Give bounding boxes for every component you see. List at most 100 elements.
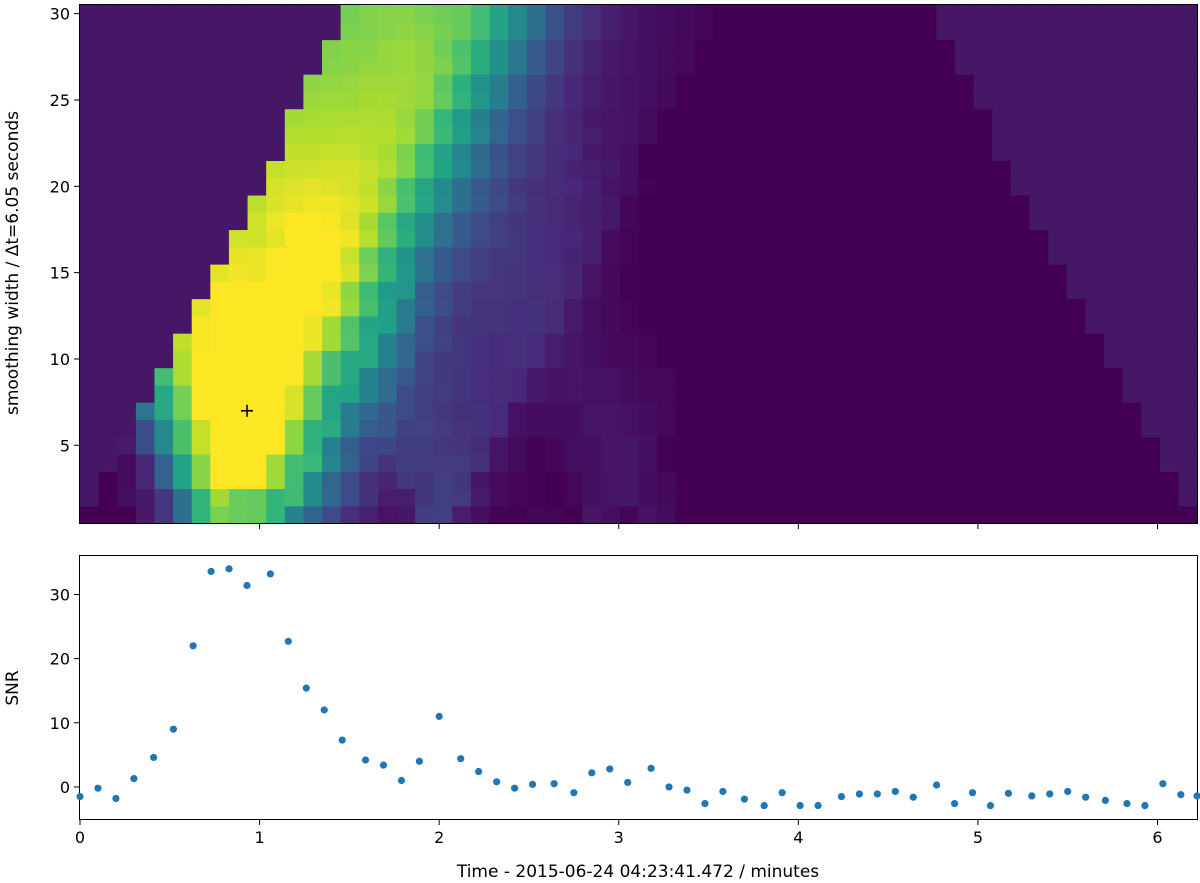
heatmap-cell bbox=[1010, 384, 1031, 403]
heatmap-cell bbox=[992, 194, 1012, 213]
heatmap-cell bbox=[1122, 91, 1142, 110]
heatmap-cell bbox=[545, 264, 565, 282]
heatmap-cell bbox=[173, 5, 193, 23]
heatmap-cell bbox=[917, 436, 937, 455]
heatmap-cell bbox=[470, 74, 491, 92]
heatmap-cell bbox=[452, 143, 472, 161]
heatmap-cell bbox=[657, 453, 677, 472]
heatmap-cell bbox=[1178, 453, 1198, 472]
scatter-point bbox=[683, 786, 691, 794]
heatmap-cell bbox=[973, 229, 993, 248]
heatmap-cell bbox=[470, 436, 491, 455]
heatmap-cell bbox=[917, 315, 937, 334]
heatmap-cell bbox=[675, 488, 695, 507]
heatmap-cell bbox=[880, 264, 900, 282]
heatmap-cell bbox=[917, 5, 937, 23]
heatmap-cell bbox=[936, 177, 956, 196]
heatmap-cell bbox=[824, 264, 844, 282]
heatmap-cell bbox=[470, 471, 491, 490]
heatmap-cell bbox=[619, 402, 640, 420]
heatmap-cell bbox=[1159, 39, 1179, 58]
heatmap-cell bbox=[322, 264, 342, 282]
heatmap-cell bbox=[135, 436, 156, 455]
heatmap-cell bbox=[396, 264, 416, 282]
heatmap-cell bbox=[377, 194, 398, 213]
heatmap-cell bbox=[284, 453, 304, 472]
heatmap-cell bbox=[210, 194, 230, 213]
heatmap-cell bbox=[675, 436, 695, 455]
heatmap-cell bbox=[954, 160, 975, 179]
heatmap-cell bbox=[1048, 367, 1068, 386]
heatmap-cell bbox=[452, 419, 472, 438]
heatmap-cell bbox=[228, 298, 249, 317]
heatmap-cell bbox=[452, 505, 472, 524]
heatmap-cell bbox=[228, 160, 249, 179]
heatmap-x-ticks bbox=[259, 523, 1158, 529]
heatmap-cell bbox=[675, 350, 695, 369]
heatmap-cell bbox=[1029, 402, 1049, 420]
heatmap-cell bbox=[564, 419, 584, 438]
heatmap-cell bbox=[1122, 333, 1142, 351]
heatmap-cell bbox=[861, 177, 882, 196]
heatmap-cell bbox=[1048, 212, 1068, 231]
heatmap-cell bbox=[564, 125, 584, 144]
heatmap-cell bbox=[787, 229, 807, 248]
heatmap-cell bbox=[601, 125, 621, 144]
heatmap-cell bbox=[806, 177, 826, 196]
heatmap-cell bbox=[1066, 367, 1086, 386]
heatmap-cell bbox=[470, 160, 491, 179]
heatmap-cell bbox=[210, 453, 230, 472]
heatmap-cell bbox=[861, 333, 882, 351]
heatmap-cell bbox=[1085, 350, 1105, 369]
heatmap-cell bbox=[992, 160, 1012, 179]
heatmap-cell bbox=[377, 39, 398, 58]
heatmap-cell bbox=[508, 315, 528, 334]
heatmap-cell bbox=[1085, 471, 1105, 490]
heatmap-cell bbox=[1085, 229, 1105, 248]
scatter-point bbox=[150, 753, 158, 762]
heatmap-cell bbox=[675, 160, 695, 179]
heatmap-cell bbox=[1066, 5, 1086, 23]
heatmap-cell bbox=[843, 298, 863, 317]
heatmap-cell bbox=[247, 91, 267, 110]
heatmap-cell bbox=[657, 56, 677, 75]
heatmap-cell bbox=[582, 125, 602, 144]
heatmap-cell bbox=[861, 315, 882, 334]
heatmap-cell bbox=[768, 125, 789, 144]
heatmap-cell bbox=[1178, 194, 1198, 213]
heatmap-cell bbox=[359, 264, 379, 282]
heatmap-cell bbox=[917, 367, 937, 386]
heatmap-cell bbox=[601, 471, 621, 490]
heatmap-cell bbox=[973, 108, 993, 127]
heatmap-cell bbox=[954, 505, 975, 524]
heatmap-cell bbox=[1103, 212, 1124, 231]
heatmap-cell bbox=[415, 143, 435, 161]
heatmap-cell bbox=[1029, 315, 1049, 334]
heatmap-cell bbox=[1122, 488, 1142, 507]
heatmap-cell bbox=[1141, 5, 1161, 23]
heatmap-cell bbox=[657, 160, 677, 179]
heatmap-cell bbox=[340, 298, 360, 317]
heatmap-cell bbox=[433, 436, 453, 455]
heatmap-cell bbox=[191, 384, 211, 403]
heatmap-cell bbox=[880, 505, 900, 524]
heatmap-cell bbox=[470, 488, 491, 507]
heatmap-cell bbox=[824, 194, 844, 213]
heatmap-cell bbox=[1103, 367, 1124, 386]
heatmap-cell bbox=[1029, 246, 1049, 265]
heatmap-cell bbox=[564, 246, 584, 265]
heatmap-cell bbox=[675, 56, 695, 75]
heatmap-cell bbox=[1048, 453, 1068, 472]
heatmap-cell bbox=[806, 39, 826, 58]
heatmap-cell bbox=[768, 419, 789, 438]
heatmap-cell bbox=[1178, 333, 1198, 351]
heatmap-cell bbox=[936, 419, 956, 438]
heatmap-cell bbox=[322, 177, 342, 196]
heatmap-cell bbox=[173, 350, 193, 369]
heatmap-cell bbox=[619, 39, 640, 58]
heatmap-cell bbox=[340, 212, 360, 231]
heatmap-cell bbox=[489, 56, 509, 75]
heatmap-cell bbox=[452, 264, 472, 282]
heatmap-cell bbox=[638, 143, 658, 161]
